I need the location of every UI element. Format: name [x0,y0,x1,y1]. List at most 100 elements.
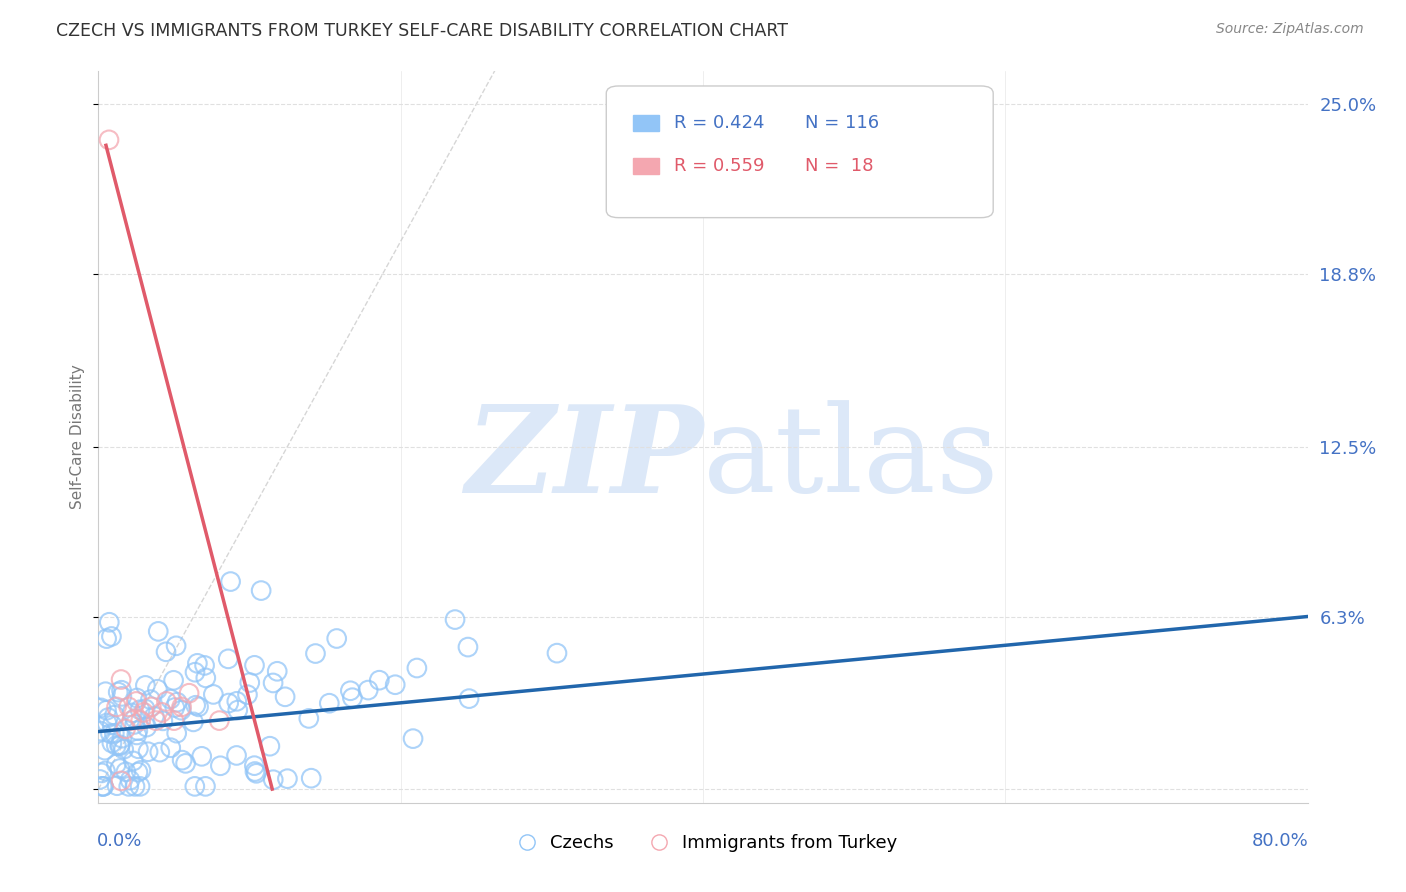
Point [384,678,406,692]
Point [166,726,188,740]
Point [105,757,128,772]
Point [110,673,132,687]
Point [217,652,239,666]
Point [120,773,142,788]
Point [163,714,186,728]
Point [226,703,249,717]
Point [243,758,266,772]
Point [208,714,231,728]
Point [243,764,266,779]
Point [219,574,242,589]
Point [100,630,122,644]
Legend: Czechs, Immigrants from Turkey: Czechs, Immigrants from Turkey [502,827,904,860]
Point [163,700,186,714]
Point [110,773,132,788]
Point [135,720,157,734]
Point [250,583,273,598]
Point [125,694,148,708]
Point [94,764,117,778]
Text: CZECH VS IMMIGRANTS FROM TURKEY SELF-CARE DISABILITY CORRELATION CHART: CZECH VS IMMIGRANTS FROM TURKEY SELF-CAR… [56,22,789,40]
Point [179,686,201,700]
Point [458,691,481,706]
FancyBboxPatch shape [633,114,659,130]
Point [243,658,266,673]
Point [124,780,146,794]
Point [98,133,121,147]
Point [100,727,122,741]
Point [262,676,284,690]
Point [108,762,131,776]
Point [96,716,118,731]
Point [112,742,135,756]
Point [110,683,132,698]
Point [93,780,115,794]
Text: R = 0.424: R = 0.424 [673,113,765,131]
Point [218,696,240,710]
Point [304,647,326,661]
Point [457,640,479,654]
Point [122,754,145,768]
Point [121,706,143,720]
Point [194,780,217,794]
Point [149,745,172,759]
Text: 0.0%: 0.0% [97,832,142,850]
Point [129,714,152,728]
Point [155,645,177,659]
Point [132,706,155,720]
FancyBboxPatch shape [606,86,993,218]
Text: Source: ZipAtlas.com: Source: ZipAtlas.com [1216,22,1364,37]
Point [186,657,208,671]
Point [141,700,163,714]
Point [155,694,177,708]
Text: atlas: atlas [703,401,1000,517]
Point [129,764,152,778]
Point [89,772,111,787]
Point [209,758,232,772]
Point [139,692,162,706]
Point [125,728,148,742]
Point [150,706,173,720]
Point [262,772,284,787]
Y-axis label: Self-Care Disability: Self-Care Disability [70,365,86,509]
Point [187,699,209,714]
Point [103,708,125,723]
Point [143,709,166,723]
Point [111,690,134,704]
Text: N = 116: N = 116 [804,113,879,131]
Point [96,632,118,646]
Point [101,736,124,750]
Point [342,690,364,705]
Point [148,624,170,639]
Point [145,714,167,728]
Point [91,780,114,794]
Point [159,740,181,755]
Point [298,711,321,725]
Point [170,703,193,717]
Point [125,691,148,706]
Point [105,779,128,793]
Point [91,780,114,794]
Point [402,731,425,746]
Point [124,712,146,726]
Point [236,688,259,702]
Point [127,765,149,780]
Text: ZIP: ZIP [465,400,703,518]
Point [108,739,131,753]
Point [406,661,429,675]
Point [194,658,217,673]
Point [90,766,112,780]
Point [111,731,134,746]
Point [146,682,169,697]
Point [129,703,152,717]
Point [202,687,225,701]
Point [94,743,117,757]
Point [90,701,112,715]
Point [103,726,125,740]
Point [134,678,156,692]
Point [124,717,146,731]
Point [225,694,247,708]
Point [98,615,121,630]
Point [94,684,117,698]
Point [184,698,207,713]
Point [90,724,112,739]
